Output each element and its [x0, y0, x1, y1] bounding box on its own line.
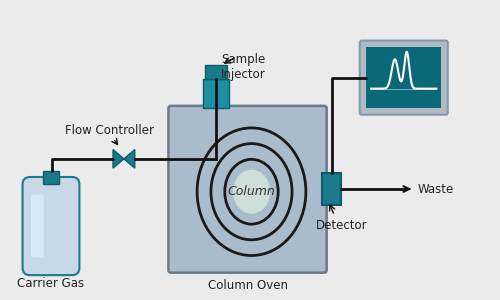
Text: Column: Column — [228, 185, 276, 198]
Bar — [205, 65, 227, 79]
FancyBboxPatch shape — [168, 106, 326, 273]
Bar — [366, 47, 442, 108]
Text: Flow Controller: Flow Controller — [64, 124, 154, 137]
Bar — [44, 171, 59, 184]
FancyBboxPatch shape — [31, 195, 44, 257]
FancyBboxPatch shape — [22, 177, 80, 275]
Text: Sample
Injector: Sample Injector — [220, 53, 266, 81]
Text: Carrier Gas: Carrier Gas — [18, 277, 84, 290]
Bar — [203, 79, 228, 108]
Bar — [322, 173, 341, 205]
Ellipse shape — [233, 169, 270, 214]
Text: Column Oven: Column Oven — [208, 279, 288, 292]
FancyBboxPatch shape — [360, 40, 448, 115]
Text: Detector: Detector — [316, 219, 368, 232]
Text: Waste: Waste — [417, 182, 454, 196]
Polygon shape — [113, 149, 135, 168]
